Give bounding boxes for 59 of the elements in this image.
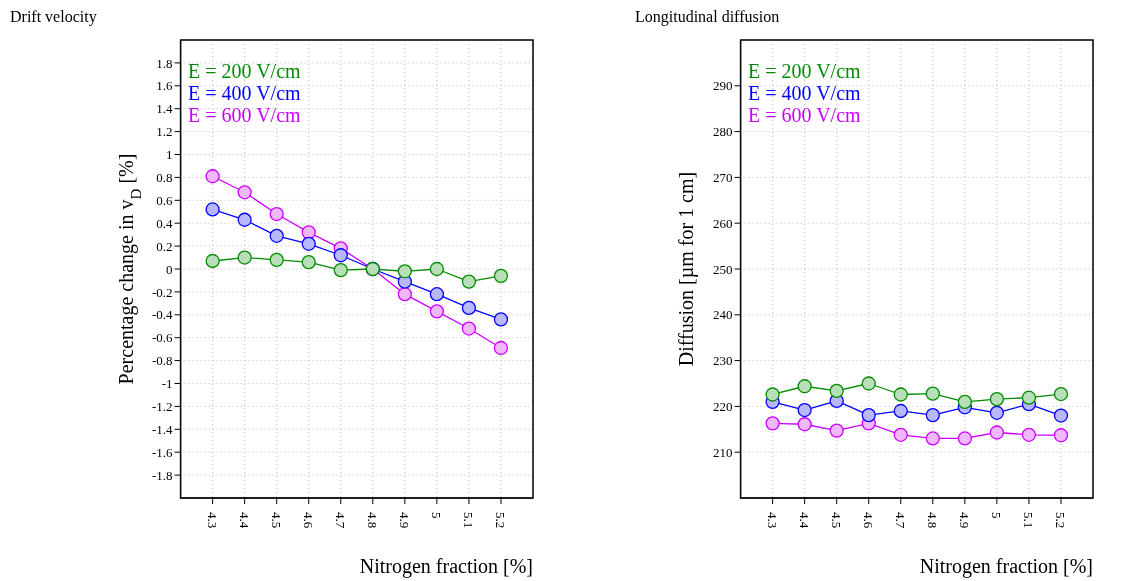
text: E = 600 V/cm: [748, 104, 861, 126]
y-tick-label: 0.8: [156, 170, 173, 186]
y-tick-label: -1.2: [151, 399, 173, 415]
x-tick-label: 5.1: [461, 512, 477, 529]
y-tick-label: 0.4: [156, 215, 174, 231]
y-tick-label: 1.6: [156, 78, 174, 94]
text: E = 200 V/cm: [748, 60, 861, 82]
y-tick-label: 1.2: [156, 124, 173, 140]
x-tick-label: 4.3: [765, 512, 781, 529]
y-tick-label: -0.8: [151, 353, 173, 369]
y-tick-label: -0.2: [151, 284, 173, 300]
x-tick-label: 4.7: [893, 512, 909, 529]
y-tick-label: 1.8: [156, 55, 173, 71]
x-tick-label: 5: [429, 512, 445, 519]
x-tick-label: 4.5: [829, 512, 845, 529]
x-tick-label: 4.7: [333, 512, 349, 529]
x-tick-label: 4.5: [269, 512, 285, 529]
y-tick-label: 1.4: [156, 101, 174, 117]
x-tick-label: 4.4: [237, 512, 253, 529]
y-tick-label: 280: [713, 124, 733, 140]
x-tick-label: 5.2: [1053, 512, 1069, 529]
x-axis-title: Nitrogen fraction [%]: [359, 555, 533, 578]
y-axis-title: Diffusion [µm for 1 cm]: [674, 171, 698, 367]
y-tick-label: 290: [713, 78, 733, 94]
x-tick-label: 5.2: [493, 512, 509, 529]
y-tick-label: 230: [713, 353, 733, 369]
x-tick-label: 4.6: [301, 512, 317, 529]
x-axis-title: Nitrogen fraction [%]: [919, 555, 1093, 578]
chart-title: Longitudinal diffusion: [635, 8, 780, 26]
x-tick-label: 4.9: [397, 512, 413, 529]
chart-title: Drift velocity: [10, 8, 97, 26]
y-tick-label: 0.6: [156, 192, 174, 208]
x-tick-label: 4.8: [365, 512, 381, 529]
y-tick-label: 220: [713, 399, 733, 415]
y-tick-label: -0.6: [151, 330, 174, 346]
y-tick-label: -1.6: [151, 444, 174, 460]
x-tick-label: 4.3: [205, 512, 221, 529]
y-tick-label: 1: [166, 147, 173, 163]
y-tick-label: -1.4: [151, 421, 174, 437]
y-tick-label: 0.2: [156, 238, 173, 254]
y-tick-label: 250: [713, 261, 733, 277]
y-tick-label: 240: [713, 307, 733, 323]
x-tick-label: 5: [989, 512, 1005, 519]
y-tick-label: -1: [161, 376, 173, 392]
x-tick-label: 4.4: [797, 512, 813, 529]
text: E = 400 V/cm: [188, 82, 301, 104]
x-tick-label: 5.1: [1021, 512, 1037, 529]
text: E = 400 V/cm: [748, 82, 861, 104]
y-tick-label: -0.4: [151, 307, 174, 323]
y-tick-label: -1.8: [151, 467, 173, 483]
x-tick-label: 4.8: [925, 512, 941, 529]
y-tick-label: 210: [713, 444, 733, 460]
y-tick-label: 0: [166, 261, 173, 277]
text: E = 200 V/cm: [188, 60, 301, 82]
text: E = 600 V/cm: [188, 104, 301, 126]
x-tick-label: 4.9: [957, 512, 973, 529]
y-tick-label: 270: [713, 170, 733, 186]
y-tick-label: 260: [713, 215, 733, 231]
x-tick-label: 4.6: [861, 512, 877, 529]
